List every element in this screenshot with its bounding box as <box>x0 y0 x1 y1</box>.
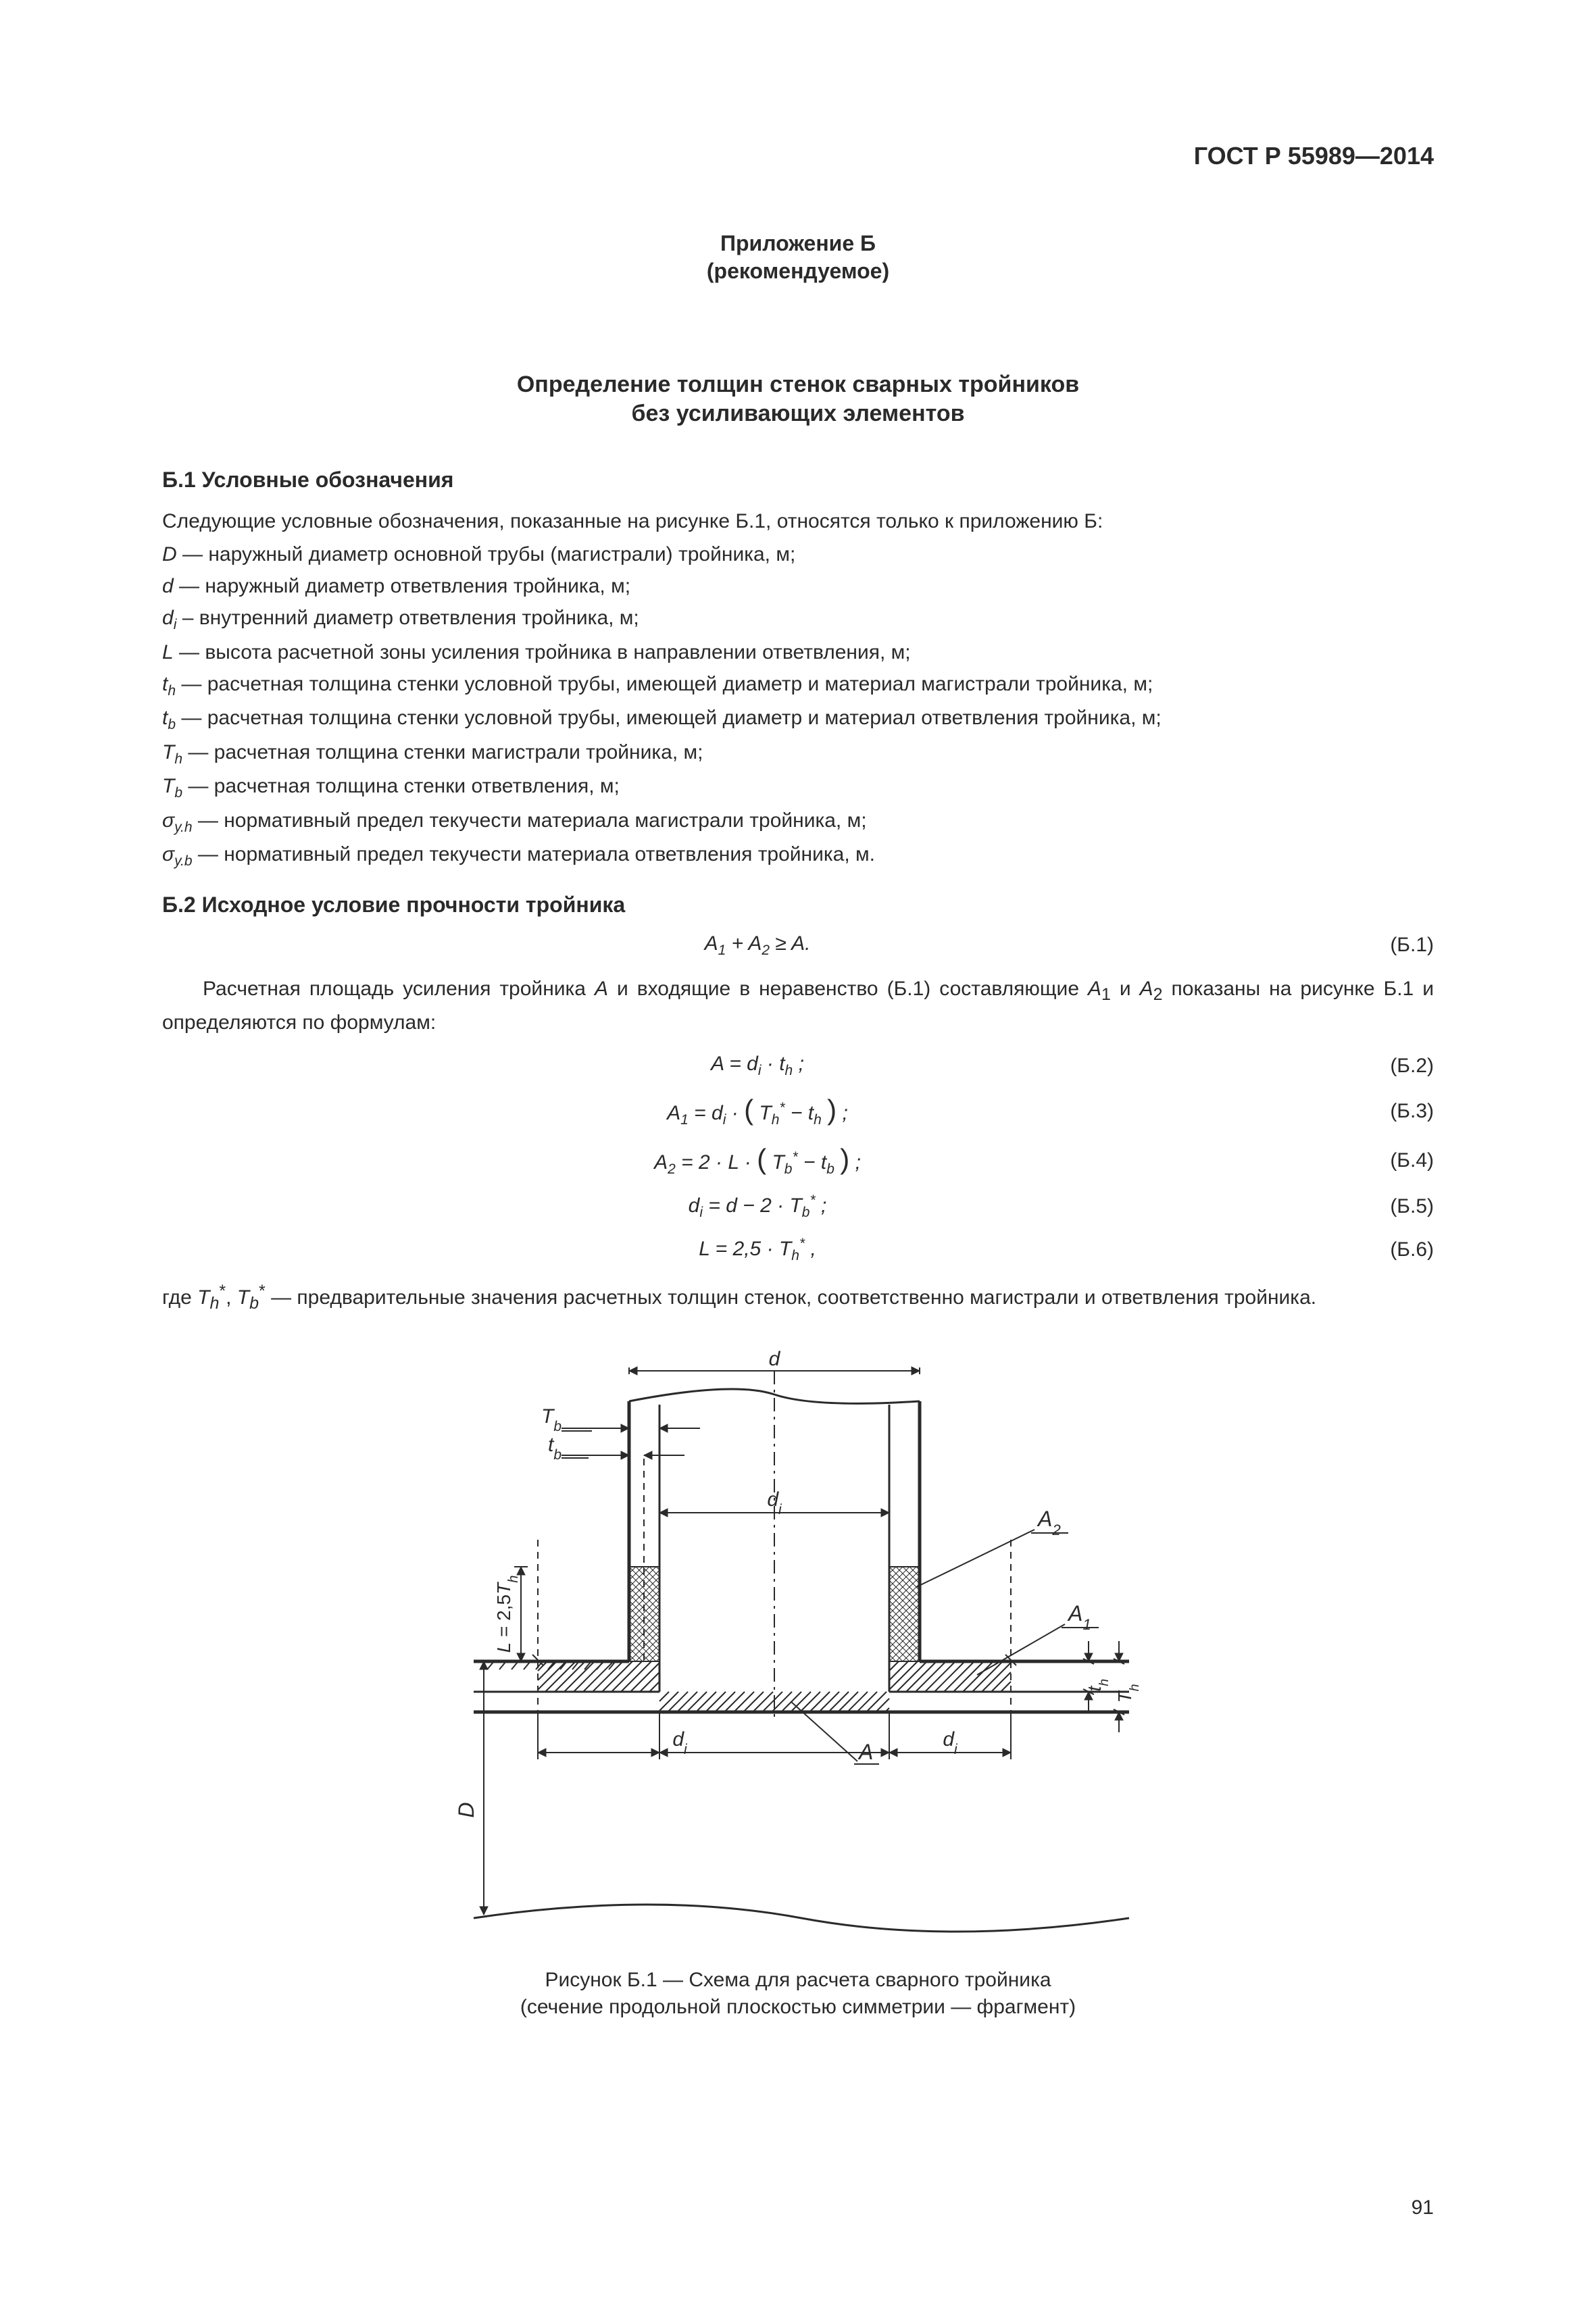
equation-b2: A = di · th ; (Б.2) <box>162 1053 1434 1079</box>
section-b1-heading: Б.1 Условные обозначения <box>162 468 1434 493</box>
eq-num: (Б.1) <box>1353 934 1434 957</box>
equation-b3: A1 = di · ( Th* − th ) ; (Б.3) <box>162 1094 1434 1128</box>
definition-item: d — наружный диаметр ответвления тройник… <box>162 571 1434 601</box>
appendix-title: Приложение Б <box>162 231 1434 256</box>
svg-text:D: D <box>454 1802 478 1817</box>
svg-text:tb: tb <box>548 1434 562 1463</box>
figure-caption-line2: (сечение продольной плоскостью симметрии… <box>162 1996 1434 2019</box>
para-after-eq1: Расчетная площадь усиления тройника A и … <box>162 974 1434 1038</box>
definition-item: th — расчетная толщина стенки условной т… <box>162 669 1434 702</box>
appendix-subtitle: (рекомендуемое) <box>162 259 1434 284</box>
equation-b6: L = 2,5 · Th* , (Б.6) <box>162 1236 1434 1264</box>
eq-num: (Б.2) <box>1353 1055 1434 1078</box>
eq-num: (Б.6) <box>1353 1238 1434 1261</box>
eq-body: A1 = di · ( Th* − th ) ; <box>667 1102 848 1124</box>
definition-item: σy.h — нормативный предел текучести мате… <box>162 805 1434 838</box>
page-number: 91 <box>1412 2196 1434 2219</box>
main-title-line1: Определение толщин стенок сварных тройни… <box>162 372 1434 398</box>
eq-num: (Б.5) <box>1353 1195 1434 1218</box>
section-b2-heading: Б.2 Исходное условие прочности тройника <box>162 892 1434 917</box>
equation-b1: A1 + A2 ≥ A. (Б.1) <box>162 932 1434 959</box>
eq-body: A = di · th ; <box>711 1053 804 1075</box>
svg-text:d: d <box>769 1348 781 1370</box>
svg-text:Th: Th <box>1114 1684 1142 1703</box>
figure-caption-line1: Рисунок Б.1 — Схема для расчета сварного… <box>162 1969 1434 1992</box>
definitions-list: D — наружный диаметр основной трубы (маг… <box>162 539 1434 872</box>
eq-body: A1 + A2 ≥ A. <box>705 932 811 955</box>
eq-body: L = 2,5 · Th* , <box>699 1238 816 1260</box>
svg-text:th: th <box>1084 1678 1112 1691</box>
eq-body: di = d − 2 · Tb* ; <box>689 1194 827 1217</box>
definition-item: Tb — расчетная толщина стенки ответвлени… <box>162 771 1434 804</box>
definition-item: di – внутренний диаметр ответвления трой… <box>162 603 1434 636</box>
equation-b4: A2 = 2 · L · ( Tb* − tb ) ; (Б.4) <box>162 1143 1434 1178</box>
document-id: ГОСТ Р 55989—2014 <box>162 142 1434 170</box>
definition-item: tb — расчетная толщина стенки условной т… <box>162 703 1434 736</box>
definition-item: D — наружный диаметр основной трубы (маг… <box>162 539 1434 570</box>
main-title-line2: без усиливающих элементов <box>162 401 1434 427</box>
where-clause: где Th*, Tb* — предварительные значения … <box>162 1279 1434 1317</box>
eq-body: A2 = 2 · L · ( Tb* − tb ) ; <box>654 1151 861 1174</box>
equation-b5: di = d − 2 · Tb* ; (Б.5) <box>162 1192 1434 1221</box>
eq-num: (Б.4) <box>1353 1149 1434 1172</box>
svg-text:L = 2,5Th: L = 2,5Th <box>493 1575 521 1653</box>
svg-text:Tb: Tb <box>541 1405 562 1434</box>
definition-item: L — высота расчетной зоны усиления тройн… <box>162 637 1434 668</box>
definition-item: σy.b — нормативный предел текучести мате… <box>162 839 1434 872</box>
figure-b1: dTbtbdiL = 2,5ThA2A1AthThdidiD <box>162 1337 1434 1948</box>
eq-num: (Б.3) <box>1353 1100 1434 1123</box>
section-b1-intro: Следующие условные обозначения, показанн… <box>162 506 1434 536</box>
definition-item: Th — расчетная толщина стенки магистрали… <box>162 737 1434 770</box>
